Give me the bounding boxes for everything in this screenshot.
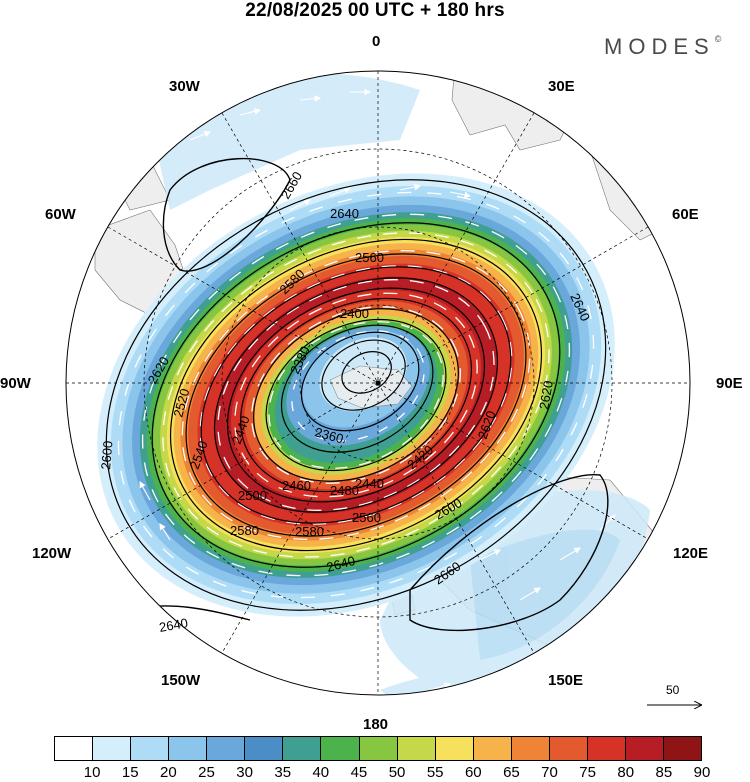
colorbar-swatch xyxy=(549,737,588,760)
colorbar-swatch xyxy=(587,737,626,760)
contour-label: 2640 xyxy=(325,553,357,575)
contour-label: 2580 xyxy=(230,523,259,538)
colorbar-tick-label: 10 xyxy=(83,764,101,781)
copyright-mark: © xyxy=(714,34,722,44)
colorbar-tick-label: 80 xyxy=(617,764,635,781)
colorbar-swatch xyxy=(435,737,474,760)
brand-text: MODES xyxy=(604,34,715,59)
contour-label: 2640 xyxy=(158,615,189,635)
contour-label: 2480 xyxy=(330,483,359,498)
reference-vector-label: 50 xyxy=(666,683,680,697)
colorbar-swatch xyxy=(169,737,208,760)
contour-label: 2360 xyxy=(313,424,345,446)
contour-label: 2640 xyxy=(330,206,359,221)
colorbar-tick-label: 35 xyxy=(274,764,292,781)
colorbar-tick-label: 60 xyxy=(464,764,482,781)
contour-label: 2460 xyxy=(282,478,311,493)
colorbar-tick-label: 55 xyxy=(426,764,444,781)
colorbar-swatch xyxy=(131,737,170,760)
lon-label-90e: 90E xyxy=(716,375,743,392)
reference-vector-arrow xyxy=(647,698,705,712)
colorbar-swatch xyxy=(245,737,284,760)
wind-vectors xyxy=(117,191,595,599)
colorbar-tick-label: 40 xyxy=(312,764,330,781)
south-pole-marker xyxy=(375,380,381,386)
colorbar-swatch xyxy=(664,737,702,760)
map-border xyxy=(65,70,691,696)
lon-label-120w: 120W xyxy=(32,545,72,562)
colorbar-swatch xyxy=(283,737,322,760)
contour-label: 2580 xyxy=(295,524,324,539)
lon-label-150w: 150W xyxy=(161,672,201,689)
contour-label: 2520 xyxy=(170,387,192,419)
colorbar-tick-label: 50 xyxy=(388,764,406,781)
colorbar-tick-label: 70 xyxy=(541,764,558,781)
contour-label: 2560 xyxy=(355,250,384,265)
contour-label: 2600 xyxy=(98,440,115,470)
colorbar-tick-label: 85 xyxy=(655,764,673,781)
lon-label-30w: 30W xyxy=(169,78,200,95)
polar-map: 2660 2640 2640 2620 2620 2600 2600 2580 … xyxy=(65,70,691,696)
lon-label-90w: 90W xyxy=(0,375,31,392)
contour-label: 2560 xyxy=(352,510,381,525)
lon-label-60e: 60E xyxy=(672,206,699,223)
colorbar-swatch xyxy=(359,737,398,760)
lon-label-30e: 30E xyxy=(548,78,575,95)
lon-label-180: 180 xyxy=(363,716,389,733)
colorbar-tick-label: 20 xyxy=(160,764,177,781)
colorbar-tick-label: 75 xyxy=(579,764,596,781)
lon-label-120e: 120E xyxy=(673,545,709,562)
colorbar-swatch xyxy=(397,737,436,760)
map-title: 22/08/2025 00 UTC + 180 hrs xyxy=(245,0,505,21)
contour-label: 2500 xyxy=(238,488,267,503)
colorbar-tick-label: 25 xyxy=(198,764,215,781)
colorbar-swatch xyxy=(55,737,94,760)
map-field xyxy=(66,71,690,695)
modes-logo: MODES© xyxy=(604,34,721,60)
colorbar-tick-label: 15 xyxy=(121,764,139,781)
lon-label-0: 0 xyxy=(372,33,381,50)
colorbar-swatch xyxy=(207,737,246,760)
colorbar xyxy=(54,736,702,761)
contour-label: 2400 xyxy=(340,306,369,321)
colorbar-swatch xyxy=(511,737,550,760)
colorbar-swatch xyxy=(321,737,360,760)
colorbar-tick-label: 90 xyxy=(693,764,711,781)
colorbar-tick-label: 30 xyxy=(236,764,253,781)
contour-label: 2440 xyxy=(355,476,384,491)
colorbar-labels: 10 15 20 25 30 35 40 45 50 55 60 65 70 75 80 85 90 xyxy=(54,764,711,782)
colorbar-tick-label: 45 xyxy=(350,764,368,781)
lon-label-150e: 150E xyxy=(548,672,584,689)
contour-label: 2620 xyxy=(536,379,556,410)
colorbar-swatch xyxy=(93,737,132,760)
colorbar-swatch xyxy=(473,737,512,760)
lon-label-60w: 60W xyxy=(45,206,76,223)
height-contours xyxy=(105,179,607,611)
colorbar-tick-label: 65 xyxy=(503,764,520,781)
colorbar-swatch xyxy=(625,737,664,760)
